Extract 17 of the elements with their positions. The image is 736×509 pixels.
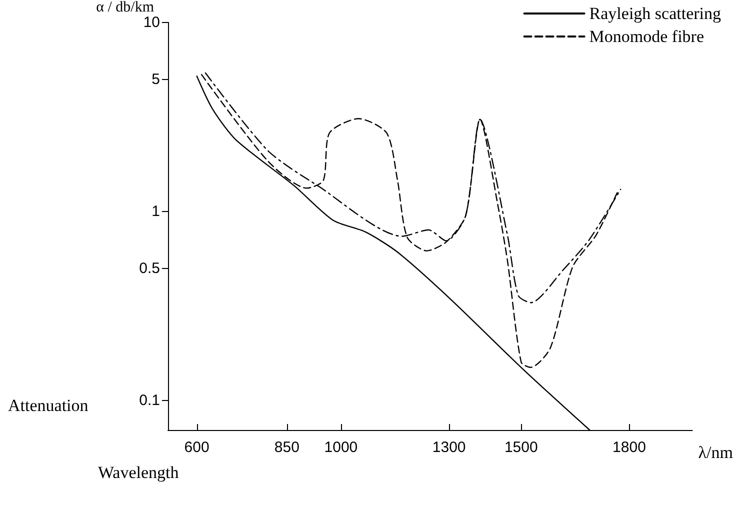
text: Attenuation	[8, 396, 89, 415]
legend-label: Monomode fibre	[589, 27, 704, 46]
legend-label: Rayleigh scattering	[589, 4, 722, 23]
y-tick-label: 1	[152, 203, 160, 220]
x-tick-label: 1800	[612, 439, 646, 456]
y-axis-title: α / db/km	[96, 0, 154, 16]
x-tick-label: 1000	[324, 439, 358, 456]
x-tick-label: 600	[184, 439, 210, 456]
y-tick-label: 0.5	[139, 260, 160, 277]
y-tick-label: 10	[143, 14, 160, 31]
y-tick-label: 0.1	[139, 392, 160, 410]
y-tick-label: 5	[152, 70, 160, 88]
x-axis-title: λ/nm	[698, 443, 734, 462]
text: Wavelength	[98, 463, 180, 482]
x-tick-label: 1500	[504, 439, 538, 456]
x-tick-label: 850	[274, 439, 300, 456]
x-tick-label: 1300	[432, 439, 466, 456]
